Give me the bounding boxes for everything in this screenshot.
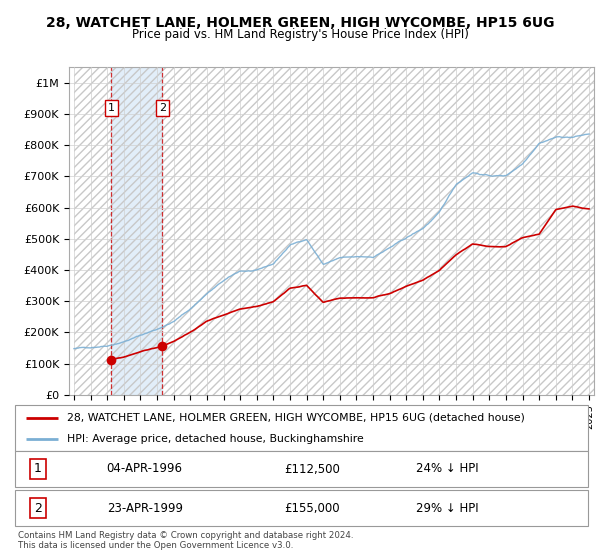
Text: 1: 1: [34, 463, 42, 475]
Bar: [112, 67, 162, 395]
Text: 1: 1: [108, 103, 115, 113]
Text: 24% ↓ HPI: 24% ↓ HPI: [416, 463, 479, 475]
FancyBboxPatch shape: [15, 490, 588, 526]
Text: 23-APR-1999: 23-APR-1999: [107, 502, 182, 515]
Text: Contains HM Land Registry data © Crown copyright and database right 2024.
This d: Contains HM Land Registry data © Crown c…: [18, 531, 353, 550]
Text: Price paid vs. HM Land Registry's House Price Index (HPI): Price paid vs. HM Land Registry's House …: [131, 28, 469, 41]
Text: 29% ↓ HPI: 29% ↓ HPI: [416, 502, 479, 515]
Text: 2: 2: [158, 103, 166, 113]
Text: 2: 2: [34, 502, 42, 515]
Text: 28, WATCHET LANE, HOLMER GREEN, HIGH WYCOMBE, HP15 6UG: 28, WATCHET LANE, HOLMER GREEN, HIGH WYC…: [46, 16, 554, 30]
Text: HPI: Average price, detached house, Buckinghamshire: HPI: Average price, detached house, Buck…: [67, 435, 364, 444]
Text: 28, WATCHET LANE, HOLMER GREEN, HIGH WYCOMBE, HP15 6UG (detached house): 28, WATCHET LANE, HOLMER GREEN, HIGH WYC…: [67, 413, 524, 423]
Text: £155,000: £155,000: [284, 502, 340, 515]
FancyBboxPatch shape: [15, 451, 588, 487]
Text: £112,500: £112,500: [284, 463, 340, 475]
FancyBboxPatch shape: [15, 405, 588, 451]
Text: 04-APR-1996: 04-APR-1996: [107, 463, 182, 475]
